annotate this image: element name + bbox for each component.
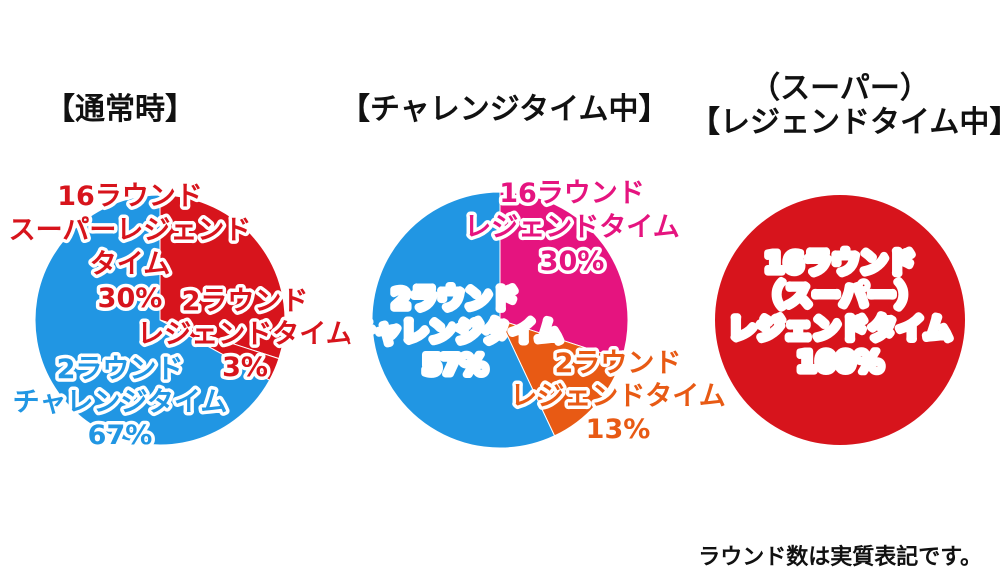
- pie-label-line: タイム: [90, 249, 170, 280]
- pie-label-line: レジェンドタイム: [728, 312, 951, 345]
- pie-label-1-2: 2ラウンドレジェンドタイム 3%: [137, 286, 352, 383]
- pie-label-3-1: 16ラウンド（スーパー）レジェンドタイム 100%: [728, 246, 951, 378]
- pie-label-1-1: 16ラウンドスーパーレジェンドタイム 30%: [9, 181, 252, 314]
- pie-label-line: 67%: [88, 420, 153, 451]
- pie-label-line: 16ラウンド: [499, 178, 645, 209]
- chart-title-legend-line2-row: 【 レジェンドタイム中 】: [690, 105, 1000, 140]
- pie-label-line: 100%: [797, 345, 884, 378]
- pie-slice-2-2: [499, 319, 623, 437]
- pie-label-line: （スーパー）: [756, 279, 924, 312]
- pie-chart-3: 16ラウンド（スーパー）レジェンドタイム 100%: [715, 195, 965, 445]
- chart-title-legend-line2: レジェンドタイム中: [720, 105, 990, 140]
- pie-label-line: チャレンジタイム: [13, 387, 228, 418]
- bracket-close: 】: [989, 106, 1000, 140]
- pie-slice-1-1: [159, 194, 286, 360]
- pie-label-line: レジェンドタイム: [510, 381, 725, 412]
- pie-label-line: 13%: [586, 414, 651, 445]
- pie-label-line: 30%: [98, 283, 163, 314]
- bracket-open: 【: [690, 105, 720, 140]
- footnote: ラウンド数は実質表記です。: [698, 545, 982, 570]
- pie-label-line: レジェンドタイム: [464, 212, 679, 243]
- chart-title-legend-line1: （スーパー）: [750, 71, 930, 106]
- pie-label-line: スーパーレジェンド: [9, 215, 252, 246]
- pie-label-line: 16ラウンド: [765, 246, 916, 279]
- pie-label-2-2: 2ラウンドレジェンドタイム 13%: [510, 348, 725, 445]
- pie-label-line: 2ラウンド: [57, 354, 184, 385]
- pie-slice-3-1: [715, 195, 965, 445]
- pie-chart-2: 16ラウンドレジェンドタイム 30%2ラウンドレジェンドタイム 13%2ラウンドチャ…: [344, 175, 729, 449]
- pie-label-line: 30%: [540, 246, 605, 277]
- pie-label-line: 3%: [222, 352, 268, 383]
- chart-title-legend: （スーパー） 【 レジェンドタイム中 】: [690, 71, 1000, 140]
- pie-label-line: レジェンドタイム: [137, 319, 352, 350]
- pie-label-2-1: 16ラウンドレジェンドタイム 30%: [464, 178, 679, 277]
- pie-slice-1-3: [34, 194, 271, 446]
- pie-label-line: 2ラウンド: [182, 286, 309, 317]
- pie-label-line: 2ラウンド: [555, 348, 682, 379]
- chart-title-normal: 【通常時】: [45, 92, 195, 127]
- pie-label-line: チャレンジタイム: [348, 317, 563, 348]
- pie-slice-2-1: [499, 191, 629, 361]
- pie-label-line: 2ラウンド: [392, 284, 519, 315]
- pie-chart-1: 16ラウンドスーパーレジェンドタイム 30% 2ラウンドレジェンドタイム 3%2ラウン…: [5, 178, 356, 455]
- pie-label-line: 16ラウンド: [57, 181, 203, 212]
- pie-label-1-3: 2ラウンドチャレンジタイム 67%: [13, 354, 228, 451]
- pie-slice-2-3: [371, 191, 556, 449]
- chart-title-challenge: 【チャレンジタイム中】: [340, 92, 669, 127]
- pie-label-2-3: 2ラウンドチャレンジタイム 57%: [348, 284, 563, 381]
- pie-label-line: 57%: [423, 350, 488, 381]
